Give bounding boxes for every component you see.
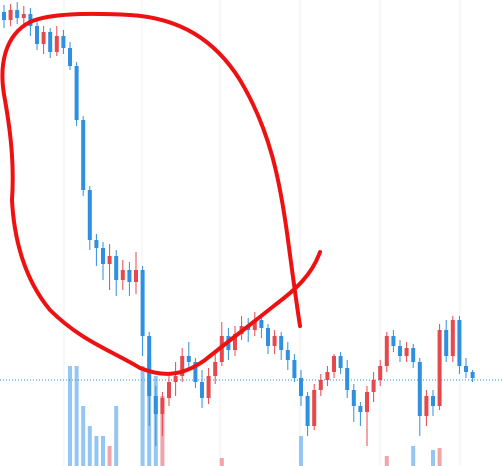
volume-bar bbox=[219, 458, 224, 466]
candle-body bbox=[345, 368, 350, 390]
volume-bar bbox=[101, 436, 105, 466]
candle-body bbox=[127, 270, 132, 282]
candle-body bbox=[358, 406, 363, 412]
candle-body bbox=[200, 382, 204, 398]
candle-body bbox=[206, 376, 211, 398]
volume-bar bbox=[114, 406, 119, 466]
candle-body bbox=[464, 366, 468, 372]
candle-body bbox=[404, 348, 409, 356]
candle-body bbox=[450, 320, 455, 356]
candle-body bbox=[160, 398, 165, 414]
volume-bar bbox=[87, 426, 92, 466]
volume-layer bbox=[68, 356, 442, 466]
candle-body bbox=[365, 392, 369, 412]
candle-body bbox=[279, 336, 284, 350]
volume-bar bbox=[411, 446, 416, 466]
volume-bar bbox=[437, 448, 442, 466]
candle-body bbox=[140, 270, 145, 336]
candle-body bbox=[94, 240, 99, 248]
candle-body bbox=[54, 36, 59, 52]
background-grid bbox=[63, 0, 461, 466]
candle-body bbox=[120, 270, 125, 280]
candle-body bbox=[437, 330, 442, 406]
volume-bar bbox=[384, 456, 389, 466]
candle-body bbox=[259, 320, 264, 328]
volume-bar bbox=[431, 450, 435, 466]
candle-body bbox=[272, 336, 277, 346]
candle-body bbox=[41, 32, 46, 44]
candle-body bbox=[233, 334, 237, 350]
candle-body bbox=[35, 26, 39, 44]
candle-body bbox=[371, 380, 376, 392]
volume-bar bbox=[107, 446, 112, 466]
candle-body bbox=[252, 320, 257, 330]
candle-body bbox=[186, 356, 191, 362]
candle-body bbox=[411, 348, 416, 362]
candle-body bbox=[134, 270, 138, 282]
candle-body bbox=[431, 396, 435, 406]
candle-body bbox=[332, 356, 336, 372]
candle-body bbox=[114, 256, 119, 280]
candle-body bbox=[384, 336, 389, 366]
candle-body bbox=[299, 378, 303, 396]
candle-body bbox=[378, 366, 383, 380]
candle-body bbox=[193, 362, 198, 382]
candle-body bbox=[147, 336, 152, 396]
candle-body bbox=[325, 372, 330, 380]
candle-body bbox=[213, 362, 218, 376]
candle-body bbox=[107, 256, 112, 264]
candle-body bbox=[318, 380, 323, 390]
candle-body bbox=[180, 356, 185, 376]
volume-bar bbox=[74, 366, 79, 466]
candle-body bbox=[8, 10, 13, 20]
candle-body bbox=[48, 32, 53, 52]
candle-body bbox=[457, 320, 462, 366]
volume-bar bbox=[299, 436, 303, 466]
candle-body bbox=[266, 328, 270, 346]
candle-body bbox=[285, 350, 290, 360]
candle-body bbox=[424, 396, 429, 416]
candle-body bbox=[101, 248, 105, 264]
candle-body bbox=[391, 336, 396, 346]
candle-body bbox=[153, 396, 158, 414]
candle-body bbox=[351, 390, 356, 406]
candle-body bbox=[167, 382, 171, 398]
volume-bar bbox=[94, 436, 99, 466]
candle-body bbox=[68, 48, 72, 66]
volume-bar bbox=[140, 366, 145, 466]
candle-body bbox=[21, 14, 26, 18]
candle-body bbox=[292, 360, 297, 378]
candle-body bbox=[398, 346, 402, 356]
candle-body bbox=[173, 376, 178, 382]
volume-bar bbox=[81, 406, 86, 466]
candle-body bbox=[2, 12, 6, 20]
candle-body bbox=[312, 390, 317, 426]
candle-body bbox=[444, 330, 449, 356]
candle-body bbox=[470, 372, 475, 378]
candle-body bbox=[417, 362, 422, 416]
candle-body bbox=[87, 190, 92, 240]
candle-body bbox=[74, 66, 79, 120]
candle-body bbox=[61, 36, 66, 48]
candle-body bbox=[15, 10, 20, 18]
candle-body bbox=[81, 120, 86, 190]
candle-layer bbox=[0, 2, 503, 446]
candle-body bbox=[338, 356, 343, 368]
volume-bar bbox=[68, 366, 72, 466]
hand-drawn-annotation bbox=[0, 11, 322, 376]
candle-body bbox=[305, 396, 310, 426]
